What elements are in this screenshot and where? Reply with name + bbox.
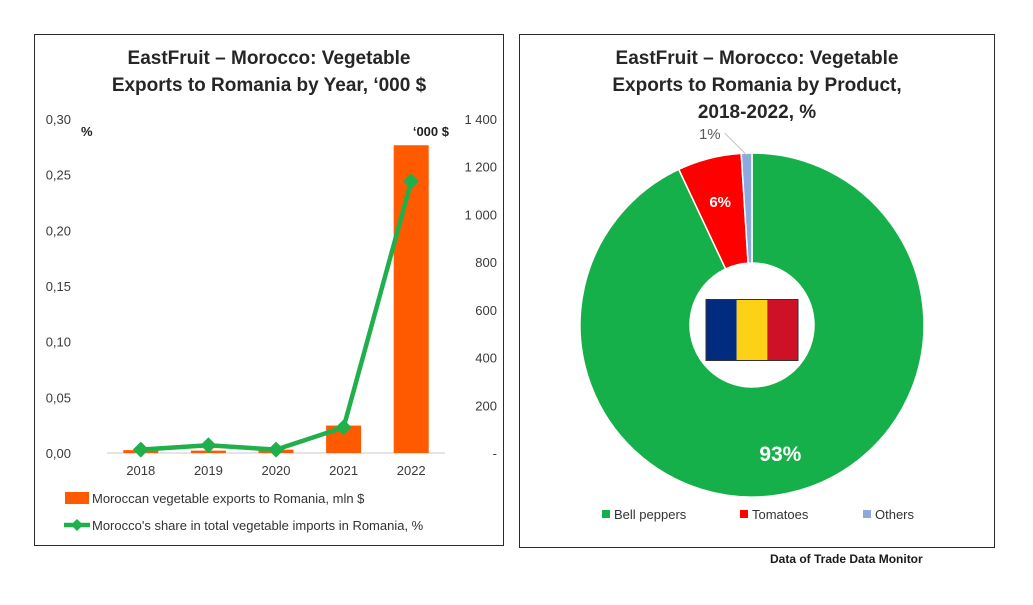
legend-swatch-bell-peppers (602, 510, 610, 518)
donut-slice-bell-peppers (579, 152, 925, 498)
slice-label-bell-peppers: 93% (759, 443, 801, 466)
legend-label-bell-peppers: Bell peppers (614, 507, 687, 522)
x-axis-category-label: 2021 (329, 463, 358, 478)
right-axis-tick-label: 1 000 (464, 207, 497, 222)
x-axis-category-label: 2019 (194, 463, 223, 478)
product-chart-title: EastFruit – Morocco: Vegetable Exports t… (520, 45, 994, 126)
left-axis-tick-label: 0,10 (46, 335, 71, 350)
legend-label-tomatoes: Tomatoes (752, 507, 809, 522)
share-point-2021 (335, 419, 352, 436)
right-axis-tick-label: 1 400 (464, 112, 497, 127)
yearly-exports-chart-panel: EastFruit – Morocco: Vegetable Exports t… (34, 34, 504, 546)
product-chart-title-line1: EastFruit – Morocco: Vegetable (615, 48, 899, 69)
right-axis-tick-label: 600 (475, 303, 497, 318)
x-axis-category-label: 2018 (126, 463, 155, 478)
left-axis-tick-label: 0,30 (46, 112, 71, 127)
share-point-2020 (268, 441, 284, 458)
left-axis-tick-label: 0,00 (46, 446, 71, 461)
yearly-chart-title-line1: EastFruit – Morocco: Vegetable (127, 48, 411, 69)
flag-stripe-yellow (736, 299, 768, 361)
flag-stripe-blue (706, 299, 737, 361)
bar-2022 (393, 145, 429, 453)
legend-label-others: Others (875, 507, 915, 522)
share-line (140, 180, 414, 452)
left-axis-tick-label: 0,05 (46, 390, 71, 405)
right-axis-unit: ‘000 $ (413, 124, 450, 139)
others-leader-line (724, 132, 748, 156)
product-chart-title-line3: 2018-2022, % (697, 102, 817, 123)
legend-swatch-tomatoes (740, 510, 748, 518)
right-axis-tick-label: - (493, 446, 497, 461)
yearly-chart-title: EastFruit – Morocco: Vegetable Exports t… (35, 45, 503, 99)
yearly-chart-title-line2: Exports to Romania by Year, ‘000 $ (111, 75, 427, 96)
yearly-exports-chart: 0,00 0,05 0,10 0,15 0,20 0,25 0,30 - 200 400 600 80… (46, 112, 497, 533)
x-axis-category-label: 2020 (262, 463, 291, 478)
product-chart-title-line2: Exports to Romania by Product, (612, 75, 902, 96)
product-share-chart-panel: EastFruit – Morocco: Vegetable Exports t… (519, 34, 995, 548)
source-note: Data of Trade Data Monitor (770, 552, 923, 566)
right-axis-tick-label: 800 (475, 255, 497, 270)
flag-stripe-red (767, 299, 798, 361)
legend-bar-swatch (65, 492, 89, 504)
left-axis-tick-label: 0,20 (46, 223, 71, 238)
legend-line-label: Morocco's share in total vegetable impor… (92, 518, 424, 533)
share-point-2019 (200, 437, 217, 454)
share-point-2018 (132, 441, 149, 458)
right-axis-tick-label: 200 (475, 398, 497, 413)
left-axis-tick-label: 0,15 (46, 279, 71, 294)
legend-swatch-others (863, 510, 871, 518)
flag-border (705, 299, 799, 361)
legend-bar-label: Moroccan vegetable exports to Romania, m… (92, 491, 365, 506)
right-axis-tick-label: 1 200 (464, 160, 497, 175)
legend-line-marker (71, 519, 83, 531)
slice-label-others: 1% (699, 126, 721, 143)
left-axis-unit: % (81, 124, 93, 139)
slice-label-tomatoes: 6% (709, 194, 731, 211)
left-axis-tick-label: 0,25 (46, 168, 71, 183)
product-share-donut-chart: 93% 6% 1% Bell peppers Tomatoes Others (579, 126, 925, 522)
x-axis-category-label: 2022 (397, 463, 426, 478)
share-point-2022 (403, 173, 420, 190)
right-axis-tick-label: 400 (475, 351, 497, 366)
